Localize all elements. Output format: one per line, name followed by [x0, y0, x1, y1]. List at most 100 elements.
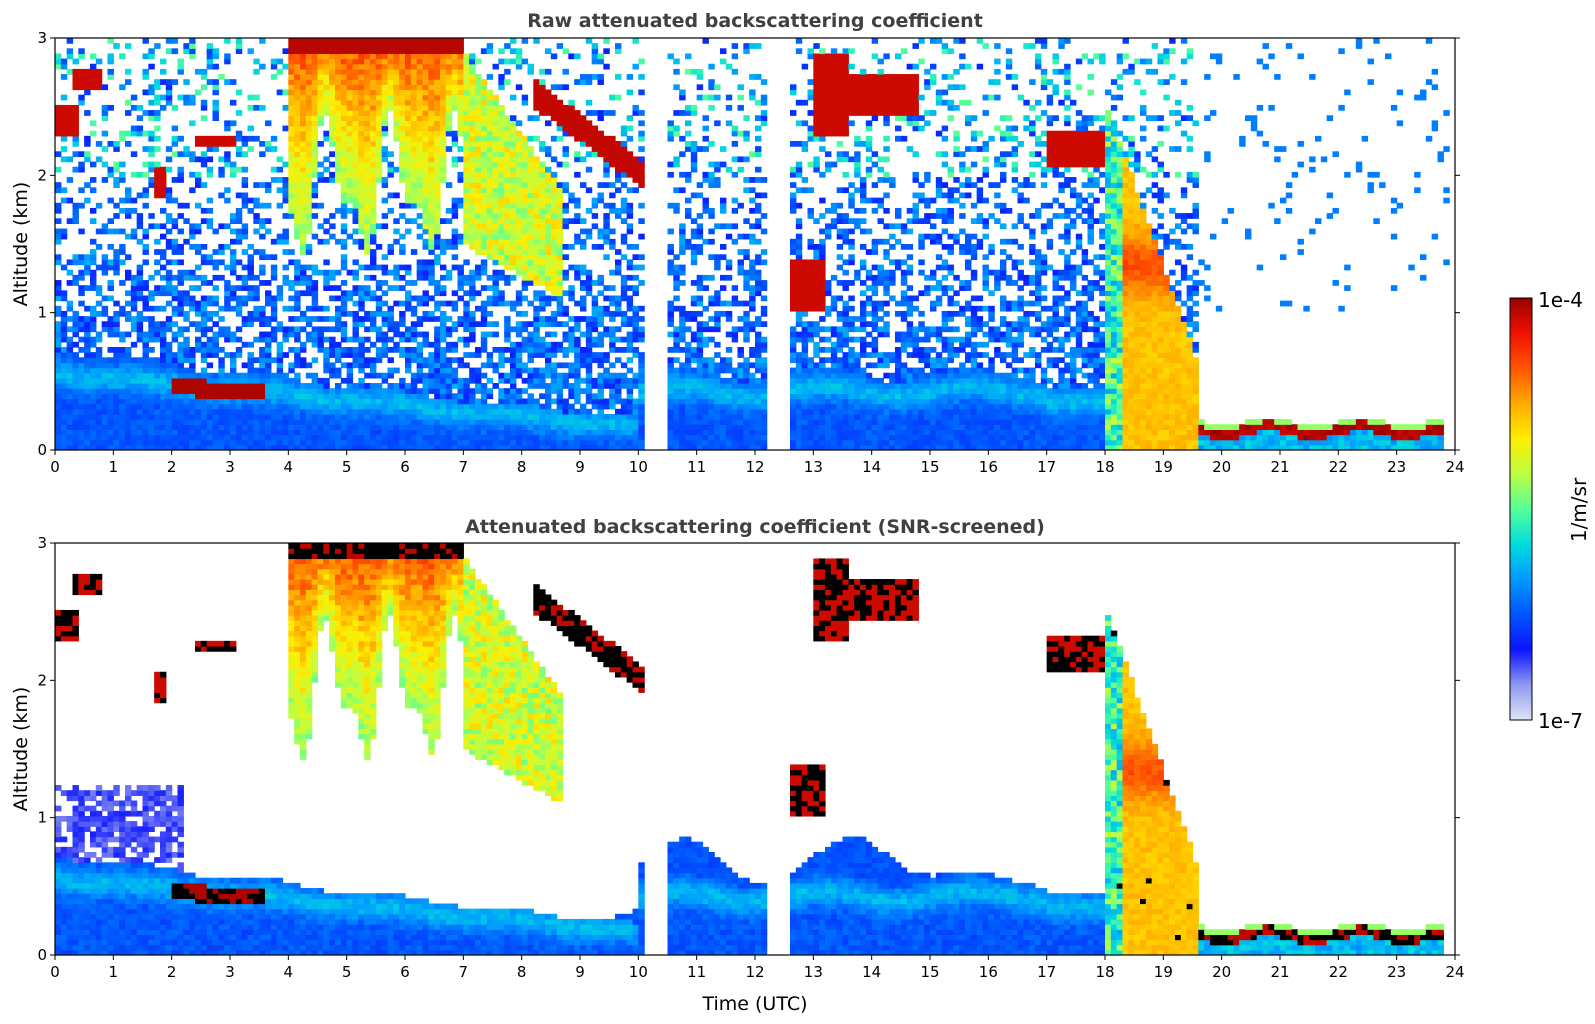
heatmap-cell: [60, 347, 68, 353]
heatmap-cell: [200, 74, 208, 80]
heatmap-cell: [521, 156, 529, 163]
heatmap-cell: [597, 377, 604, 384]
heatmap-cell: [329, 223, 336, 230]
heatmap-cell: [416, 58, 424, 65]
heatmap-cell: [177, 424, 184, 430]
heatmap-cell: [405, 388, 412, 394]
heatmap-cell: [381, 321, 389, 327]
heatmap-cell: [527, 408, 534, 415]
heatmap-cell: [399, 161, 406, 168]
heatmap-cell: [480, 249, 488, 255]
heatmap-cell: [119, 377, 126, 384]
heatmap-cell: [515, 207, 523, 214]
heatmap-cell: [78, 419, 85, 425]
heatmap-cell: [410, 53, 418, 60]
heatmap-cell: [212, 249, 219, 255]
heatmap-cell: [270, 439, 278, 446]
heatmap-cell: [410, 156, 418, 163]
heatmap-cell: [545, 218, 552, 224]
heatmap-cell: [352, 207, 359, 214]
heatmap-cell: [387, 53, 394, 60]
heatmap-cell: [626, 285, 634, 291]
heatmap-cell: [335, 341, 342, 348]
heatmap-cell: [90, 68, 97, 75]
heatmap-cell: [504, 238, 511, 245]
heatmap-cell: [90, 310, 97, 317]
heatmap-cell: [364, 429, 371, 436]
heatmap-cell: [230, 408, 237, 415]
heatmap-cell: [568, 244, 575, 250]
heatmap-cell: [206, 352, 214, 358]
heatmap-cell: [107, 141, 114, 147]
heatmap-cell: [480, 110, 488, 116]
heatmap-cell: [352, 259, 359, 266]
heatmap-cell: [527, 367, 534, 374]
heatmap-cell: [288, 110, 295, 116]
heatmap-cell: [370, 367, 377, 374]
heatmap-cell: [323, 48, 330, 55]
heatmap-cell: [550, 233, 558, 240]
heatmap-cell: [177, 362, 184, 369]
heatmap-cell: [171, 352, 179, 358]
heatmap-cell: [387, 393, 394, 400]
heatmap-cell: [533, 192, 540, 199]
heatmap-cell: [148, 305, 155, 312]
heatmap-cell: [346, 377, 354, 384]
heatmap-cell: [294, 403, 301, 410]
heatmap-cell: [422, 274, 429, 281]
heatmap-cell: [358, 141, 365, 147]
heatmap-cell: [609, 388, 616, 394]
heatmap-cell: [545, 177, 552, 183]
heatmap-cell: [463, 439, 470, 446]
heatmap-cell: [212, 398, 219, 405]
heatmap-cell: [160, 171, 167, 178]
heatmap-cell: [189, 398, 196, 405]
heatmap-cell: [370, 444, 377, 450]
heatmap-cell: [311, 192, 319, 199]
heatmap-cell: [381, 63, 389, 70]
heatmap-cell: [451, 53, 459, 60]
heatmap-cell: [276, 290, 284, 297]
heatmap-cell: [300, 244, 307, 250]
heatmap-cell: [165, 424, 173, 430]
heatmap-cell: [294, 43, 301, 49]
heatmap-cell: [358, 120, 365, 127]
heatmap-cell: [475, 233, 482, 240]
heatmap-cell: [235, 305, 243, 312]
heatmap-cell: [241, 393, 249, 400]
heatmap-cell: [480, 104, 488, 111]
heatmap-cell: [177, 331, 184, 338]
heatmap-cell: [136, 419, 144, 425]
heatmap-cell: [440, 347, 447, 353]
heatmap-cell: [585, 357, 593, 364]
heatmap-cell: [60, 388, 68, 394]
heatmap-cell: [545, 424, 552, 430]
heatmap-cell: [463, 161, 470, 168]
heatmap-cell: [381, 429, 389, 436]
heatmap-cell: [533, 316, 540, 322]
heatmap-cell: [515, 223, 523, 230]
heatmap-cell: [288, 99, 295, 106]
heatmap-cell: [539, 383, 546, 389]
heatmap-cell: [317, 398, 324, 405]
heatmap-cell: [230, 362, 237, 369]
heatmap-cell: [545, 300, 552, 307]
heatmap-cell: [410, 89, 418, 96]
heatmap-cell: [556, 84, 564, 91]
heatmap-cell: [445, 63, 453, 70]
heatmap-cell: [323, 393, 330, 400]
heatmap-cell: [498, 120, 505, 127]
heatmap-cell: [539, 68, 546, 75]
heatmap-cell: [212, 274, 219, 281]
heatmap-cell: [142, 367, 149, 374]
heatmap-cell: [370, 408, 377, 415]
heatmap-cell: [568, 290, 575, 297]
heatmap-cell: [440, 393, 447, 400]
heatmap-cell: [346, 413, 354, 420]
heatmap-cell: [428, 84, 435, 91]
heatmap-cell: [346, 151, 354, 158]
heatmap-cell: [486, 218, 494, 224]
heatmap-cell: [609, 192, 616, 199]
heatmap-cell: [521, 166, 529, 173]
heatmap-cell: [55, 207, 62, 214]
